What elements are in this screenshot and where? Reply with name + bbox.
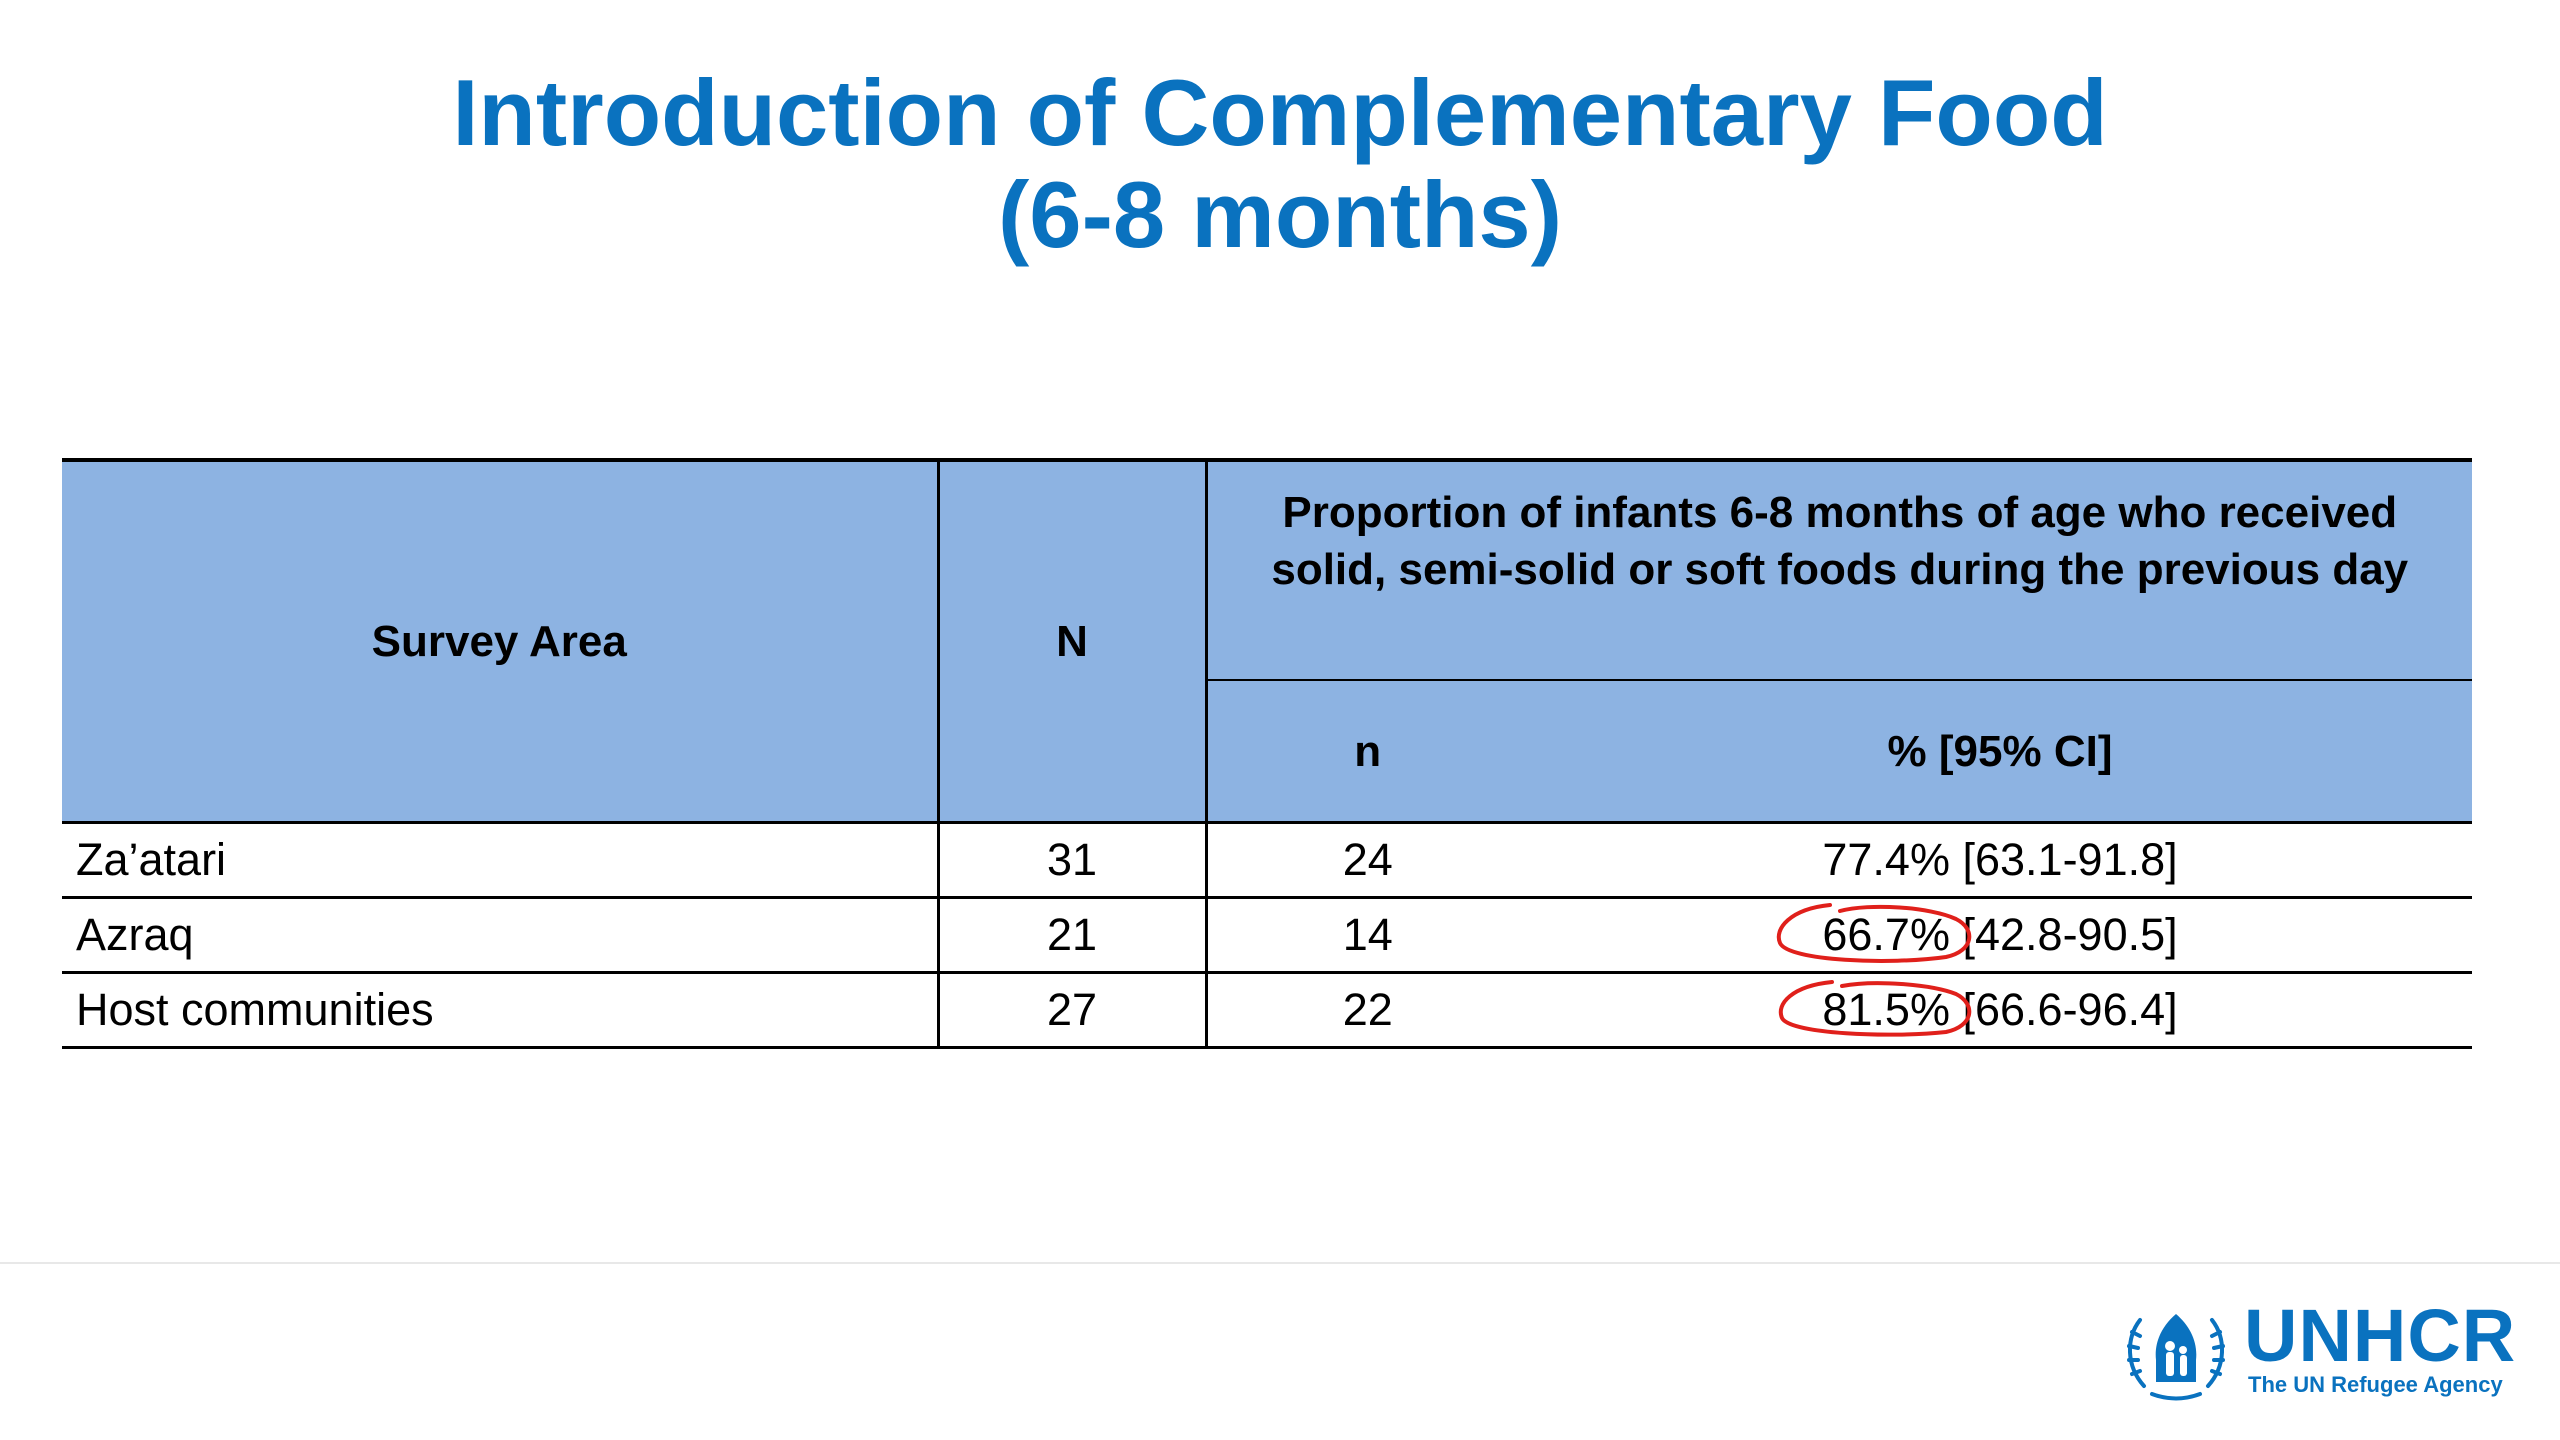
- cell-N: 21: [936, 897, 1206, 974]
- ci-value: [66.6-96.4]: [1962, 984, 2178, 1035]
- header-survey-area: Survey Area: [62, 458, 938, 824]
- results-table: Survey Area N Proportion of infants 6-8 …: [62, 458, 2473, 1049]
- pct-value: 77.4%: [1822, 834, 1950, 885]
- pct-wrap: 66.7%: [1777, 903, 1972, 963]
- table-row: Za’atari 31 24 77.4% [63.1-91.8]: [62, 822, 2473, 899]
- unhcr-logo: UNHCR The UN Refugee Agency: [2122, 1296, 2522, 1402]
- cell-area: Host communities: [62, 972, 938, 1049]
- cell-area: Za’atari: [62, 822, 938, 899]
- cell-area: Azraq: [62, 897, 938, 974]
- logo-tagline: The UN Refugee Agency: [2248, 1372, 2503, 1397]
- table-row: Azraq 21 14 66.7% [42.8-90.5]: [62, 897, 2473, 974]
- ci-value: [42.8-90.5]: [1962, 909, 2178, 960]
- pct-value: 66.7%: [1822, 909, 1950, 960]
- pct-value: 81.5%: [1822, 984, 1950, 1035]
- header-n: n: [1204, 680, 1528, 824]
- slide-title: Introduction of Complementary Food (6-8 …: [0, 62, 2560, 266]
- slide-title-line-2: (6-8 months): [998, 162, 1562, 267]
- header-pct-ci: % [95% CI]: [1528, 680, 2473, 824]
- cell-n: 22: [1204, 972, 1528, 1049]
- header-proportion: Proportion of infants 6-8 months of age …: [1204, 458, 2473, 681]
- cell-pct-ci: 66.7% [42.8-90.5]: [1528, 897, 2473, 974]
- ci-value: [63.1-91.8]: [1962, 834, 2178, 885]
- cell-n: 24: [1204, 822, 1528, 899]
- cell-N: 31: [936, 822, 1206, 899]
- logo-wordmark: UNHCR: [2244, 1294, 2517, 1377]
- table-row: Host communities 27 22 81.5% [66.6-96.4]: [62, 972, 2473, 1049]
- cell-pct-ci: 81.5% [66.6-96.4]: [1528, 972, 2473, 1049]
- cell-N: 27: [936, 972, 1206, 1049]
- cell-pct-ci: 77.4% [63.1-91.8]: [1528, 822, 2473, 899]
- slide-title-line-1: Introduction of Complementary Food: [452, 60, 2108, 165]
- cell-n: 14: [1204, 897, 1528, 974]
- unhcr-emblem-icon: [2127, 1314, 2225, 1401]
- footer-divider: [0, 1262, 2560, 1264]
- header-N: N: [936, 458, 1206, 824]
- pct-wrap: 81.5%: [1779, 980, 1972, 1037]
